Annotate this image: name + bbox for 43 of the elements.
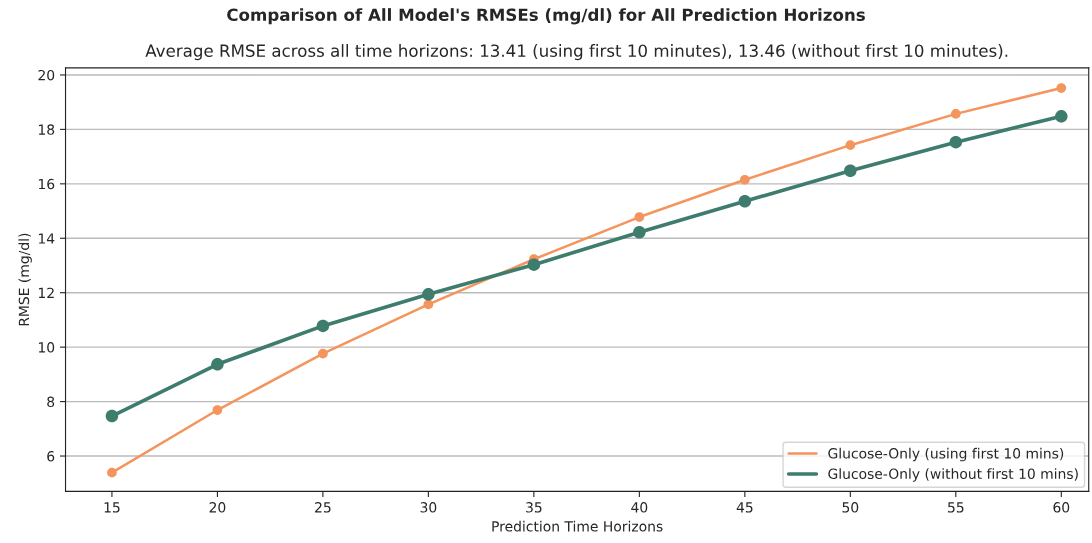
y-tick-label: 14 bbox=[38, 233, 55, 244]
chart-title: Comparison of All Model's RMSEs (mg/dl) for All Prediction Horizons bbox=[227, 8, 865, 25]
point bbox=[211, 358, 224, 371]
x-tick-label: 35 bbox=[526, 502, 542, 513]
point bbox=[845, 140, 856, 151]
point bbox=[1055, 110, 1068, 123]
y-tick-label: 8 bbox=[47, 396, 55, 408]
x-tick-label: 15 bbox=[104, 502, 120, 513]
point bbox=[212, 405, 223, 415]
x-tick-label: 40 bbox=[631, 502, 648, 513]
chart-subtitle: Average RMSE across all time horizons: 13.41 (using first 10 minutes), 13.46 (without first 10 minutes). bbox=[145, 44, 1008, 61]
x-tick-label: 50 bbox=[842, 502, 859, 513]
point bbox=[422, 288, 435, 301]
point bbox=[527, 258, 541, 271]
x-tick-label: 30 bbox=[420, 502, 437, 513]
y-tick-label: 20 bbox=[38, 69, 55, 81]
y-tick-label: 10 bbox=[38, 342, 55, 353]
point bbox=[739, 174, 750, 185]
point bbox=[634, 212, 645, 222]
point bbox=[738, 195, 752, 208]
point bbox=[950, 109, 961, 119]
x-tick-label: 25 bbox=[315, 502, 331, 513]
point bbox=[1056, 83, 1067, 93]
x-tick-label: 20 bbox=[209, 502, 226, 513]
x-axis-title: Prediction Time Horizons bbox=[492, 520, 663, 532]
point bbox=[949, 135, 963, 149]
point bbox=[105, 409, 119, 423]
y-tick-label: 18 bbox=[38, 124, 55, 135]
x-tick-label: 60 bbox=[1053, 502, 1070, 513]
point bbox=[107, 467, 117, 478]
y-tick-label: 12 bbox=[38, 287, 54, 298]
y-axis-title: RMSE (mg/dl) bbox=[18, 233, 32, 326]
point bbox=[844, 164, 857, 178]
y-tick-label: 16 bbox=[38, 178, 55, 190]
point bbox=[423, 299, 434, 310]
y-tick-label: 6 bbox=[47, 451, 55, 462]
x-tick-label: 55 bbox=[948, 502, 964, 513]
legend-label: Glucose-Only (without first 10 mins) bbox=[828, 468, 1078, 482]
point bbox=[316, 319, 330, 333]
point bbox=[318, 348, 328, 359]
legend-label: Glucose-Only (using first 10 mins) bbox=[828, 447, 1064, 462]
x-tick-label: 45 bbox=[736, 502, 753, 513]
point bbox=[633, 226, 646, 239]
